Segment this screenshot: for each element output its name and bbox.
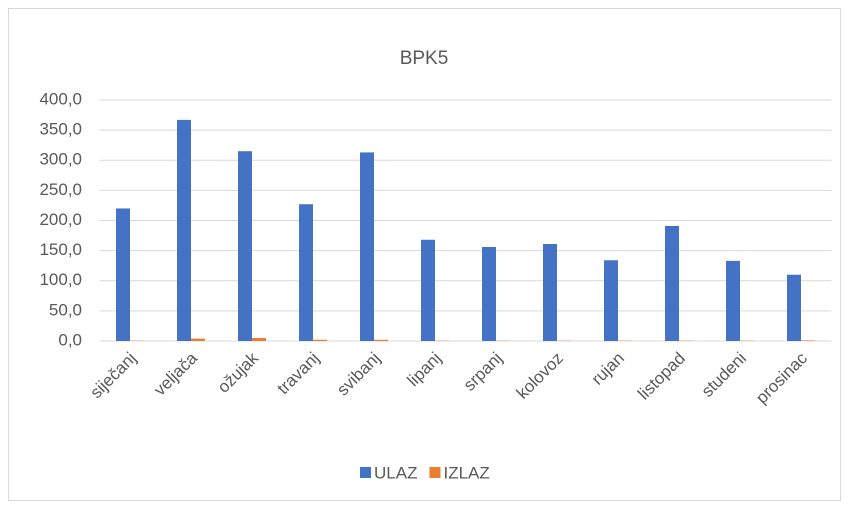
y-tick-label: 250,0: [39, 180, 82, 199]
bar: [360, 152, 374, 341]
bar: [299, 204, 313, 341]
bar: [252, 338, 266, 341]
y-tick-label: 50,0: [49, 300, 82, 319]
bar: [191, 339, 205, 341]
bar: [543, 244, 557, 341]
legend-swatch: [360, 467, 371, 478]
y-tick-label: 0,0: [58, 330, 82, 349]
bar: [665, 226, 679, 341]
y-tick-label: 300,0: [39, 150, 82, 169]
bar: [313, 340, 327, 341]
legend-label: IZLAZ: [443, 463, 489, 482]
y-tick-label: 350,0: [39, 120, 82, 139]
bar: [604, 260, 618, 341]
bar: [726, 261, 740, 341]
chart-title: BPK5: [400, 48, 449, 69]
bar: [421, 240, 435, 341]
y-tick-label: 200,0: [39, 210, 82, 229]
bar: [787, 275, 801, 341]
legend-label: ULAZ: [374, 463, 417, 482]
y-tick-label: 100,0: [39, 270, 82, 289]
y-tick-label: 150,0: [39, 240, 82, 259]
y-tick-label: 400,0: [39, 89, 82, 108]
bar: [116, 208, 130, 341]
bar: [177, 120, 191, 341]
bar: [482, 247, 496, 341]
bar: [374, 340, 388, 341]
legend-swatch: [429, 467, 440, 478]
bar: [238, 151, 252, 341]
bar: [801, 340, 815, 341]
